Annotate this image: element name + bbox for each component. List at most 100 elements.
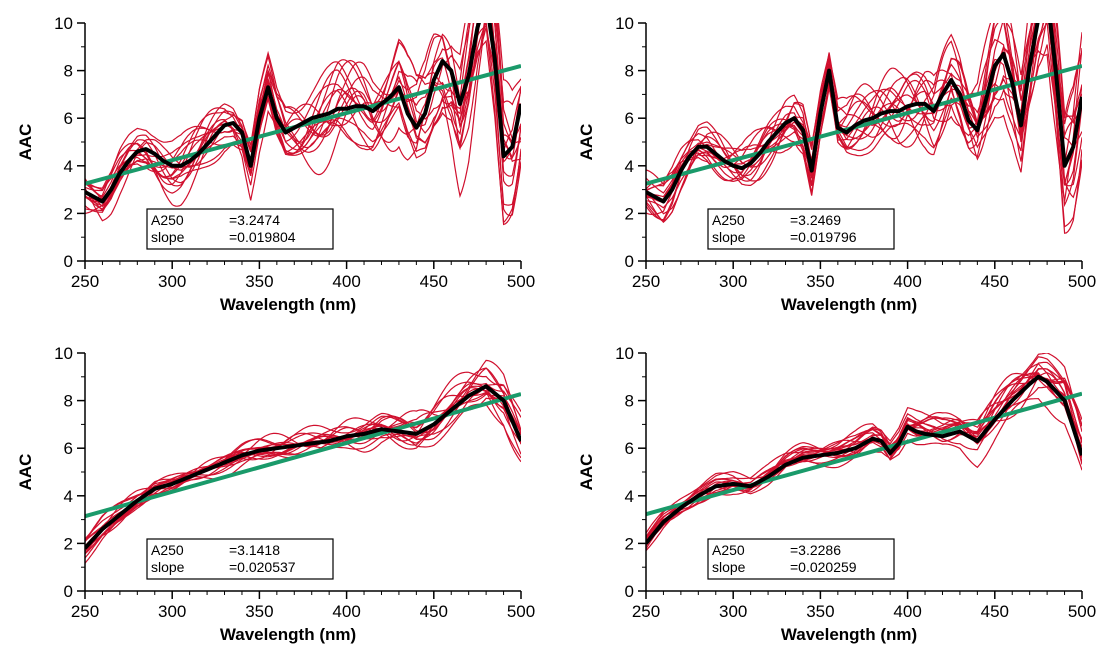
- x-tick-label: 450: [420, 602, 448, 621]
- x-tick-label: 400: [893, 272, 921, 291]
- stat-value: =0.019804: [229, 229, 296, 245]
- x-tick-label: 250: [71, 602, 99, 621]
- sample-series-line: [85, 391, 521, 547]
- sample-series-line: [646, 23, 1082, 208]
- plot-area: [646, 353, 1082, 552]
- sample-series-line: [646, 23, 1082, 228]
- stats-box: A250 =3.2286 slope =0.020259: [707, 538, 895, 580]
- y-tick-label: 0: [64, 582, 73, 601]
- sample-series-line: [85, 393, 521, 542]
- sample-series-line: [85, 388, 521, 564]
- stats-box: A250 =3.2469 slope =0.019796: [707, 208, 895, 250]
- fit-line: [646, 64, 1082, 186]
- stats-box-frame: [707, 538, 895, 580]
- y-tick-label: 4: [64, 487, 73, 506]
- y-tick-label: 4: [625, 157, 634, 176]
- stat-label: slope: [712, 559, 746, 575]
- sample-series-line: [85, 383, 521, 550]
- x-tick-label: 450: [420, 272, 448, 291]
- sample-series-line: [646, 23, 1082, 215]
- stat-value: =0.020259: [790, 559, 857, 575]
- chart-panel-3: 0 2 4 6 8 10 250 300 350 400 450 500 Wavelength (nm)…: [16, 344, 535, 644]
- mean-series-line: [85, 23, 521, 204]
- sample-series-line: [85, 23, 521, 200]
- fit-line: [646, 391, 1082, 517]
- plot-area: [85, 359, 521, 564]
- sample-series-line: [85, 23, 521, 217]
- chart-panel-2: 0 2 4 6 8 10 250 300 350 400 450 500 Wavelength (nm)…: [577, 14, 1096, 314]
- stats-box: A250 =3.2474 slope =0.019804: [146, 208, 334, 250]
- mean-series-line: [85, 384, 521, 550]
- x-tick-label: 400: [332, 272, 360, 291]
- y-axis-title: AAC: [577, 454, 596, 491]
- sample-series-line: [85, 23, 521, 222]
- x-tick-label: 450: [981, 602, 1009, 621]
- y-tick-label: 8: [64, 392, 73, 411]
- y-tick-label: 0: [625, 252, 634, 271]
- sample-series-line: [646, 23, 1082, 192]
- stats-box-frame: [707, 208, 895, 250]
- sample-series-line: [646, 23, 1082, 204]
- x-tick-label: 400: [893, 602, 921, 621]
- x-tick-label: 500: [1068, 602, 1096, 621]
- stat-label: A250: [712, 542, 745, 558]
- plot-area: [646, 23, 1082, 234]
- stat-value: =0.020537: [229, 559, 296, 575]
- x-tick-label: 500: [507, 602, 535, 621]
- stat-label: A250: [151, 542, 184, 558]
- sample-series-line: [646, 373, 1082, 538]
- sample-series-line: [646, 372, 1082, 538]
- fit-line: [85, 392, 521, 519]
- x-axis-title: Wavelength (nm): [781, 625, 917, 644]
- y-tick-label: 6: [625, 439, 634, 458]
- stat-value: =3.2469: [790, 212, 841, 228]
- x-tick-label: 400: [332, 602, 360, 621]
- sample-series-line: [646, 386, 1082, 540]
- y-tick-label: 10: [615, 14, 634, 33]
- plot-area: [85, 23, 521, 226]
- mean-series-line: [646, 374, 1082, 545]
- sample-series-line: [85, 392, 521, 540]
- x-tick-label: 300: [719, 272, 747, 291]
- mean-series-line: [646, 23, 1082, 204]
- sample-series-line: [85, 26, 521, 208]
- y-tick-label: 4: [625, 487, 634, 506]
- sample-series-line: [646, 23, 1082, 223]
- y-tick-label: 8: [625, 62, 634, 81]
- y-tick-label: 8: [625, 392, 634, 411]
- y-tick-label: 0: [625, 582, 634, 601]
- stats-box-frame: [146, 208, 334, 250]
- x-tick-label: 300: [719, 602, 747, 621]
- stat-label: A250: [712, 212, 745, 228]
- y-tick-label: 0: [64, 252, 73, 271]
- stat-value: =3.2474: [229, 212, 280, 228]
- y-tick-label: 4: [64, 157, 73, 176]
- sample-series-line: [646, 373, 1082, 544]
- chart-panel-4: 0 2 4 6 8 10 250 300 350 400 450 500 Wavelength (nm)…: [577, 344, 1096, 644]
- y-tick-label: 10: [54, 14, 73, 33]
- x-tick-label: 350: [806, 272, 834, 291]
- sample-series-line: [646, 23, 1082, 198]
- stat-label: slope: [151, 559, 185, 575]
- sample-series-line: [85, 23, 521, 200]
- stats-box: A250 =3.1418 slope =0.020537: [146, 538, 334, 580]
- y-tick-label: 2: [625, 204, 634, 223]
- y-tick-label: 2: [64, 534, 73, 553]
- x-axis-title: Wavelength (nm): [220, 625, 356, 644]
- y-tick-label: 10: [615, 344, 634, 363]
- x-tick-label: 350: [806, 602, 834, 621]
- x-tick-label: 500: [1068, 272, 1096, 291]
- x-tick-label: 250: [632, 602, 660, 621]
- x-axis-title: Wavelength (nm): [781, 295, 917, 314]
- sample-series-line: [85, 397, 521, 542]
- x-axis-title: Wavelength (nm): [220, 295, 356, 314]
- y-axis-title: AAC: [577, 124, 596, 161]
- x-tick-label: 250: [632, 272, 660, 291]
- y-tick-label: 8: [64, 62, 73, 81]
- sample-series-line: [646, 378, 1082, 550]
- x-tick-label: 300: [158, 602, 186, 621]
- y-tick-label: 6: [64, 109, 73, 128]
- stat-value: =3.1418: [229, 542, 280, 558]
